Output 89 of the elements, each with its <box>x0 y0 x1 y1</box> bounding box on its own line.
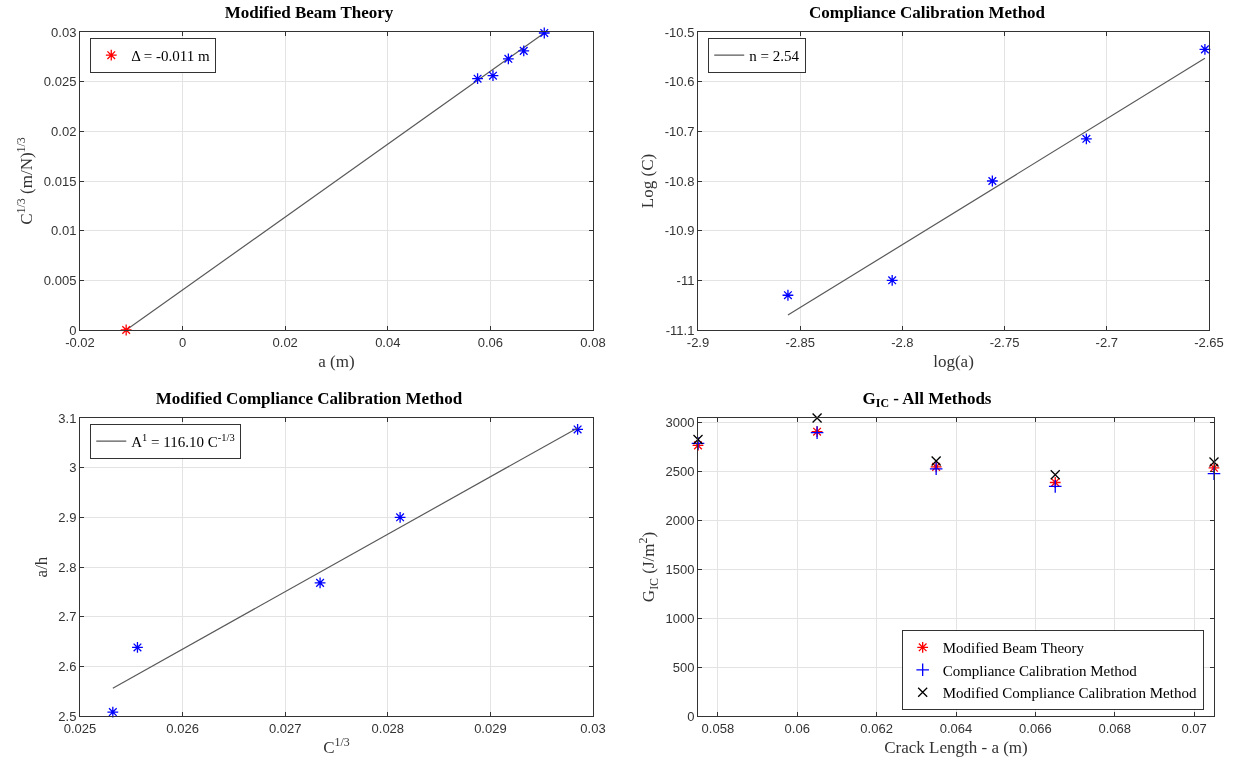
x-tick-label: 0.026 <box>166 720 199 736</box>
x-tick-label: 0.029 <box>474 720 507 736</box>
x-tick-label: -2.7 <box>1095 334 1118 350</box>
point <box>1080 132 1093 145</box>
y-tick-label: 2.6 <box>58 658 77 674</box>
x-tick-label: 0.07 <box>1181 720 1207 736</box>
x-tick-label: -2.85 <box>785 334 816 350</box>
y-tick-label: 2500 <box>665 464 695 480</box>
x-tick-label: 0.08 <box>580 334 606 350</box>
y-tick-label: 1500 <box>665 561 695 577</box>
x-axis-title: log(a) <box>933 352 974 371</box>
y-tick-label: 3 <box>69 460 77 476</box>
chart-title: G$_{IC}$ - All Methods <box>862 388 992 411</box>
x-tick-label: 0.062 <box>860 720 893 736</box>
x-tick-label: 0.03 <box>580 720 606 736</box>
legend-label: A$^{1}$ = 116.10 C$^{-1/3}$ <box>131 431 235 451</box>
chart-title: Modified Beam Theory <box>224 2 394 22</box>
point <box>1048 479 1063 494</box>
x-tick-label: 0.06 <box>477 334 504 350</box>
x-tick-label: -2.75 <box>989 334 1020 350</box>
point <box>886 274 899 287</box>
point <box>986 174 999 188</box>
y-tick-label: 0.015 <box>43 173 77 189</box>
x-tick-label: 0.06 <box>784 720 810 736</box>
y-axis-title: Log (C) <box>638 153 658 209</box>
y-tick-label: -10.8 <box>664 173 695 189</box>
y-tick-label: 3000 <box>665 415 695 431</box>
y-tick-label: 2.7 <box>58 609 77 625</box>
point <box>1050 469 1061 480</box>
point <box>1198 43 1211 56</box>
point <box>1049 476 1062 489</box>
point <box>517 44 530 57</box>
y-tick-label: 0.02 <box>51 123 77 139</box>
point <box>486 69 500 82</box>
point <box>692 434 704 445</box>
y-tick-label: 2.5 <box>58 708 77 724</box>
x-axis-title: a (m) <box>318 352 355 371</box>
x-tick-label: 0.064 <box>939 720 973 736</box>
point <box>571 423 584 436</box>
point <box>502 52 515 65</box>
point <box>471 72 484 85</box>
legend-label: Modified Beam Theory <box>942 640 1085 657</box>
point <box>1207 466 1221 481</box>
point <box>106 705 119 719</box>
y-tick-label: 0 <box>687 708 695 724</box>
x-tick-label: 0.066 <box>1019 720 1052 736</box>
x-tick-label: 0.027 <box>268 720 302 736</box>
x-tick-label: 0.068 <box>1098 720 1132 736</box>
x-axis-title: C$^{1/3}$ <box>323 734 350 757</box>
y-tick-label: -10.6 <box>664 74 695 90</box>
x-tick-label: -2.65 <box>1194 334 1224 350</box>
point <box>1207 461 1221 474</box>
legend-label: Modified Compliance Calibration Method <box>942 685 1197 702</box>
y-tick-label: 0.01 <box>51 223 77 239</box>
x-tick-label: 0.028 <box>371 720 405 736</box>
legend-label: n = 2.54 <box>749 48 800 65</box>
point <box>394 511 407 524</box>
y-tick-label: 0.025 <box>43 74 77 90</box>
point <box>1208 456 1220 468</box>
point <box>131 641 144 654</box>
y-tick-label: 1000 <box>665 610 695 626</box>
x-axis-title: Crack Length - a (m) <box>884 738 1028 757</box>
y-axis-title: a/h <box>31 556 51 578</box>
chart-title: Compliance Calibration Method <box>808 2 1046 22</box>
y-tick-label: 0.03 <box>51 24 77 40</box>
chart-title: Modified Compliance Calibration Method <box>155 388 463 408</box>
y-tick-label: 2.9 <box>58 509 77 525</box>
y-tick-label: 3.1 <box>58 410 77 426</box>
y-tick-label: -11 <box>676 272 695 288</box>
point <box>781 289 794 302</box>
legend-label: Compliance Calibration Method <box>942 662 1138 679</box>
y-tick-label: 2.8 <box>58 559 77 575</box>
legend-label: Δ = -0.011 m <box>131 48 210 65</box>
point <box>811 412 823 424</box>
y-tick-label: 0.005 <box>43 272 77 288</box>
y-tick-label: -10.5 <box>664 24 695 40</box>
point <box>314 576 327 589</box>
x-tick-label: 0 <box>178 334 187 350</box>
x-tick-label: -2.8 <box>891 334 914 350</box>
y-tick-label: -10.7 <box>664 123 695 139</box>
point <box>120 323 133 337</box>
x-tick-label: 0.04 <box>375 334 401 350</box>
point <box>931 455 942 467</box>
y-tick-label: -10.9 <box>664 223 695 239</box>
y-tick-label: 2000 <box>665 513 695 529</box>
point <box>538 26 551 40</box>
x-tick-label: 0.058 <box>701 720 735 736</box>
x-tick-label: 0.02 <box>272 334 298 350</box>
y-tick-label: 500 <box>672 659 695 675</box>
